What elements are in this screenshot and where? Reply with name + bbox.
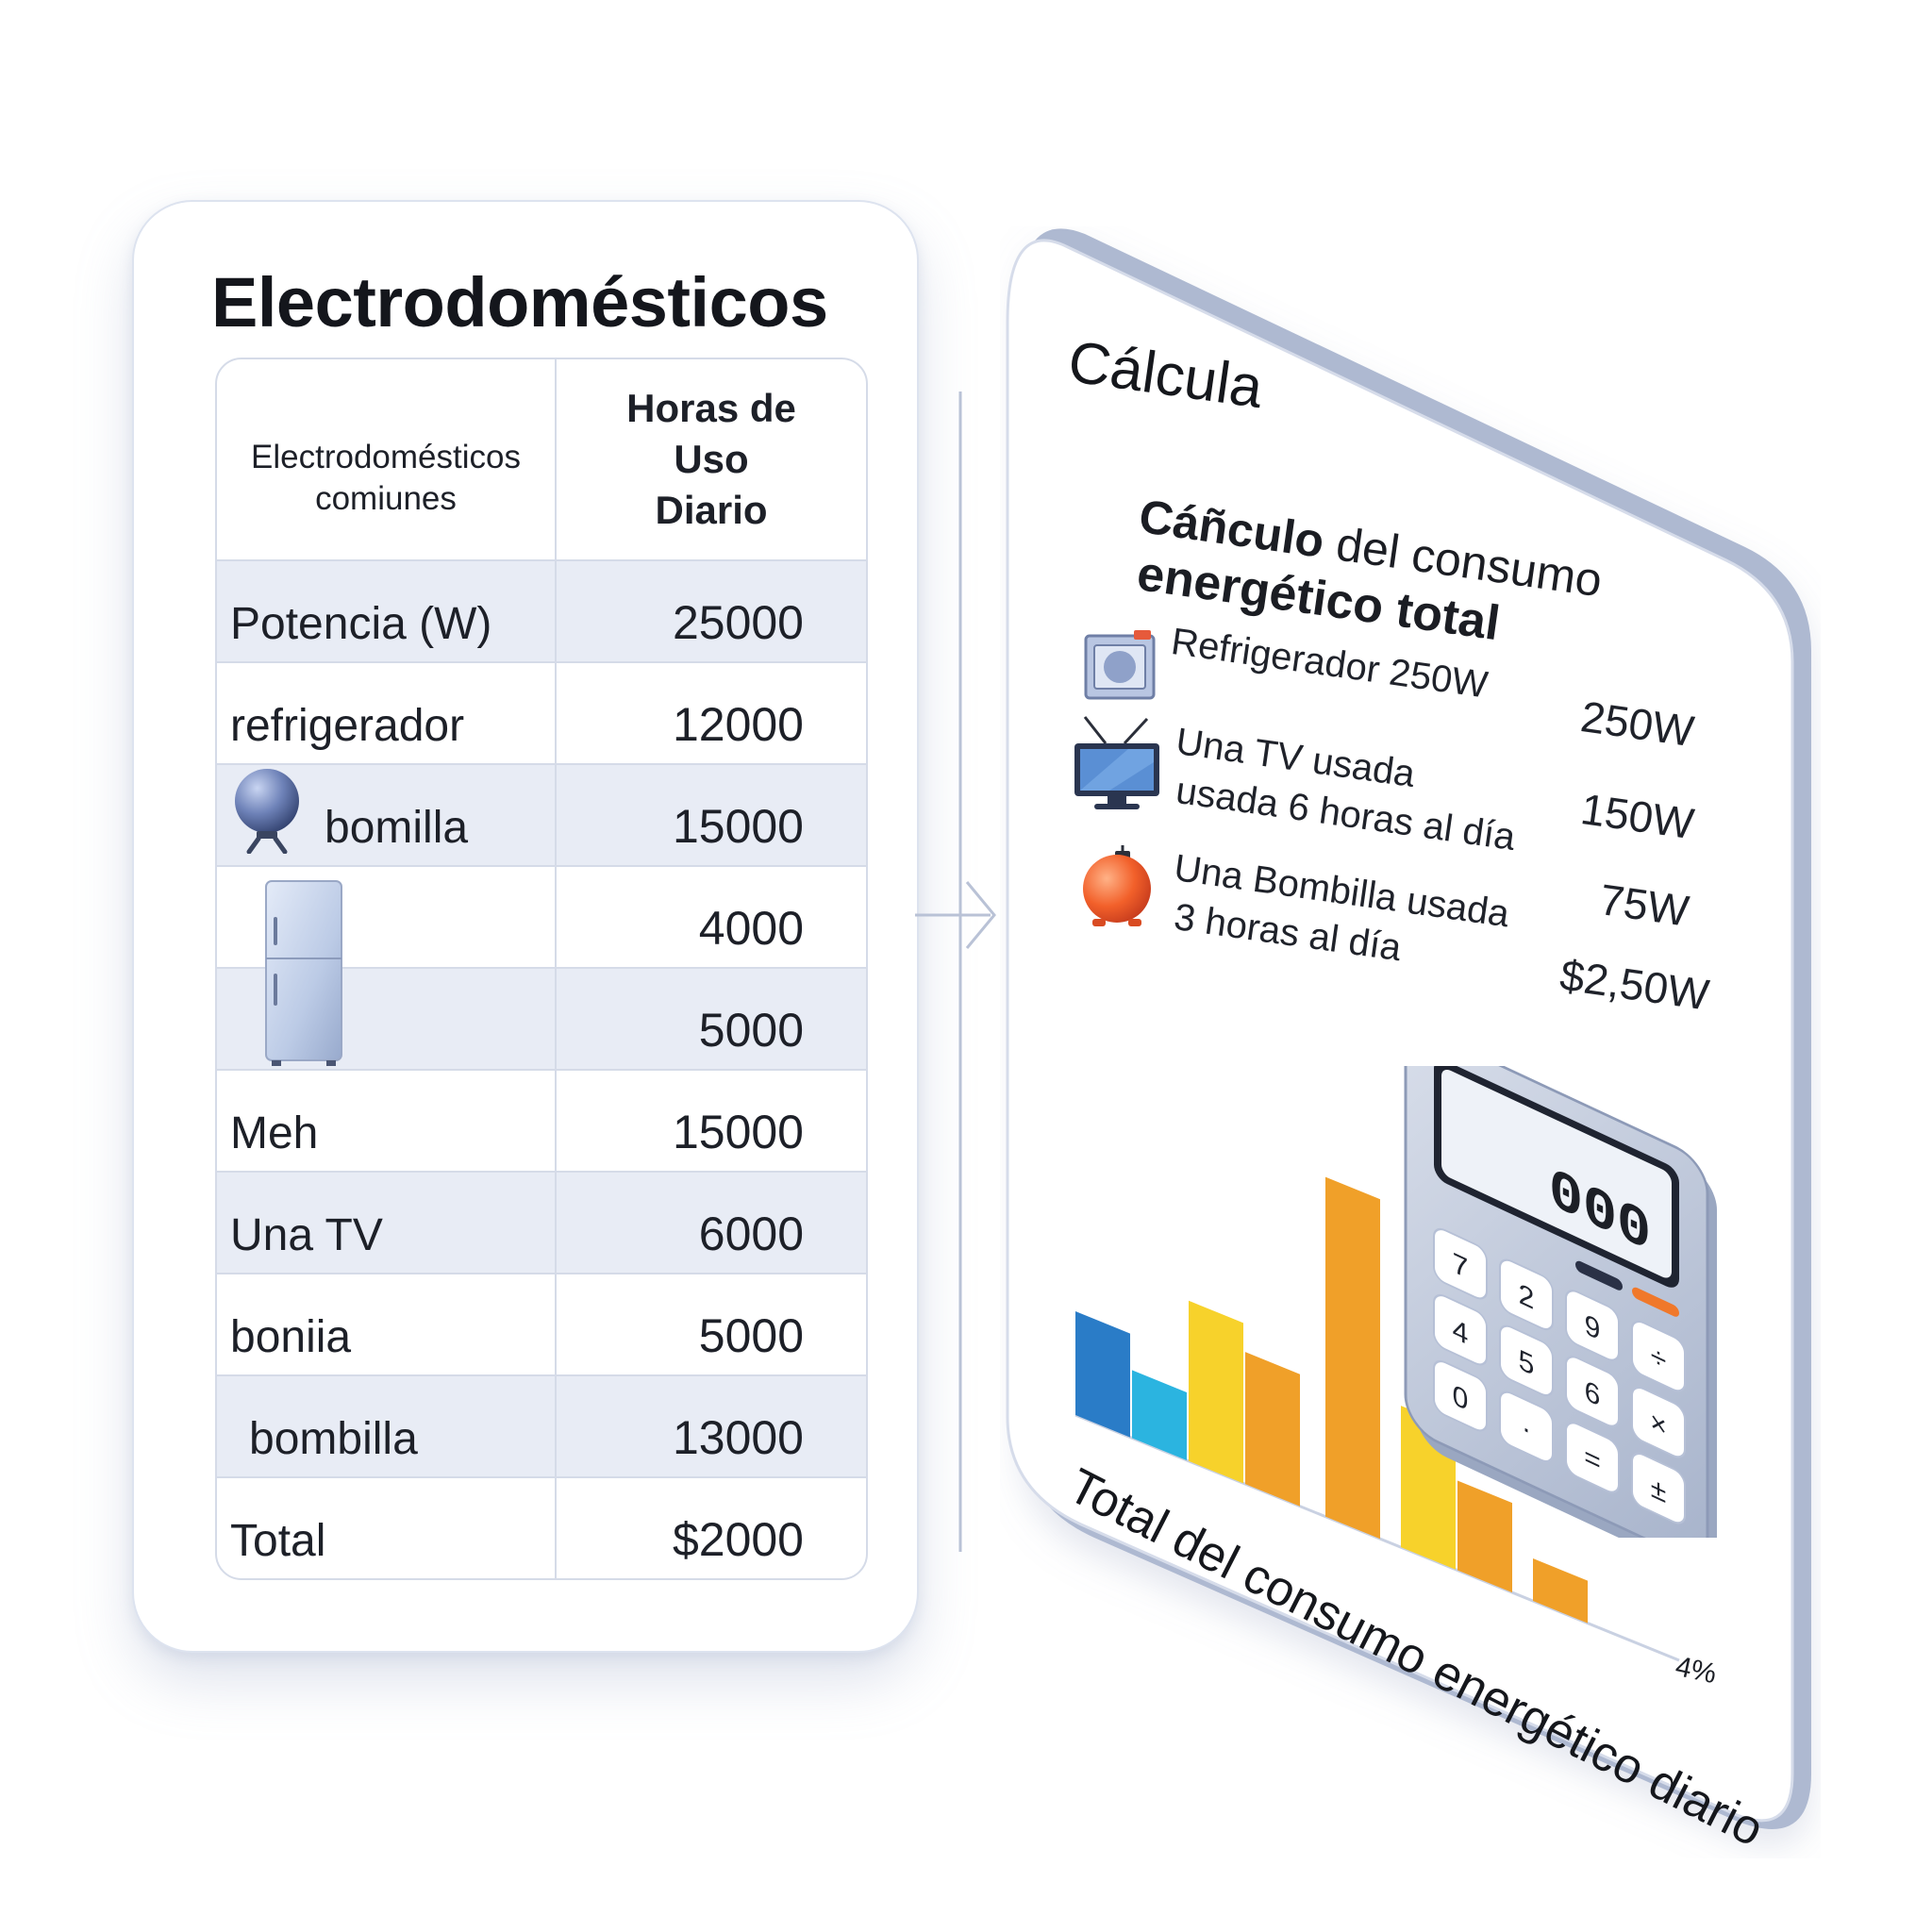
chart-bar	[1132, 1370, 1187, 1460]
flow-connector	[915, 391, 996, 1552]
calculator-key	[1499, 1391, 1554, 1463]
table-row: bomilla 15000	[217, 763, 866, 865]
calculator-key-label: 7	[1453, 1245, 1469, 1285]
item-value: 75W	[1596, 874, 1692, 936]
bulb-icon	[235, 769, 299, 854]
row-label: bomilla	[325, 803, 469, 853]
chart-bar	[1075, 1311, 1130, 1438]
calculator-key	[1565, 1290, 1620, 1361]
calculator-key-label: ±	[1651, 1470, 1666, 1509]
header-hours-line2: Uso	[674, 437, 749, 481]
refrigerator-icon	[1084, 630, 1156, 700]
row-label	[217, 867, 557, 967]
row-label-with-icon: bomilla	[217, 765, 557, 865]
item-value: 150W	[1577, 783, 1697, 849]
row-value: 25000	[672, 596, 804, 649]
calculator-key	[1433, 1227, 1488, 1300]
row-value: 12000	[672, 698, 804, 751]
chart-bar	[1189, 1300, 1243, 1484]
chart-bar	[1245, 1352, 1300, 1507]
table-row: 4000	[217, 865, 866, 967]
calculator-key	[1499, 1324, 1554, 1397]
table-row: boniia 5000	[217, 1273, 866, 1374]
calculator-key	[1631, 1386, 1686, 1458]
calculator-key-label: 9	[1585, 1307, 1601, 1347]
table-row: Potencia (W) 25000	[217, 559, 866, 661]
header-appliances: Electrodomésticos comiunes	[217, 359, 557, 559]
calculator-key	[1433, 1293, 1488, 1366]
appliance-table-card: Electrodomésticos Electrodomésticos comi…	[132, 200, 919, 1653]
bulb-icon	[1083, 845, 1151, 926]
calculator-key-label: ·	[1522, 1409, 1531, 1446]
row-label: bombilla	[217, 1376, 557, 1476]
calculator-key-label: ÷	[1651, 1338, 1666, 1377]
row-label: refrigerador	[217, 663, 557, 763]
footer-percent: 4%	[1673, 1651, 1720, 1690]
calculator-key	[1565, 1356, 1620, 1427]
calculator-key-label: 0	[1453, 1377, 1469, 1417]
appliance-table: Electrodomésticos comiunes Horas de Uso …	[215, 358, 868, 1580]
calculator-key	[1499, 1258, 1554, 1331]
row-label: Total	[217, 1478, 557, 1578]
row-label	[217, 969, 557, 1069]
row-label: Potencia (W)	[217, 561, 557, 661]
table-row: refrigerador 12000	[217, 661, 866, 763]
row-label: Una TV	[217, 1173, 557, 1273]
card-title: Electrodomésticos	[211, 263, 828, 341]
calculator-key-label: 5	[1519, 1342, 1535, 1382]
row-value: 15000	[672, 800, 804, 853]
panel-title: Cálcula	[1064, 328, 1267, 422]
row-value: 5000	[698, 1004, 804, 1057]
calculator-key	[1631, 1452, 1686, 1524]
calculator-key-label: ×	[1650, 1404, 1667, 1443]
calculator-key	[1433, 1359, 1488, 1432]
calculator-key-label: 6	[1585, 1374, 1601, 1413]
chart-bar	[1533, 1558, 1588, 1624]
table-row-total: Total $2000	[217, 1476, 866, 1578]
chart-bar	[1325, 1176, 1380, 1540]
header-daily-hours: Horas de Uso Diario	[557, 359, 866, 559]
row-value: $2000	[672, 1513, 804, 1566]
header-hours-line3: Diario	[655, 488, 768, 532]
table-row: Meh 15000	[217, 1069, 866, 1171]
footer-label: Total del consumo energético diario	[1059, 1457, 1773, 1857]
row-value: 13000	[672, 1411, 804, 1464]
chart-bar	[1457, 1480, 1512, 1593]
calculator-key-label: 2	[1519, 1276, 1535, 1316]
table-row: Una TV 6000	[217, 1171, 866, 1273]
refrigerator-icon	[265, 880, 342, 1066]
header-appliances-line1: Electrodomésticos	[251, 439, 521, 475]
row-label: boniia	[217, 1274, 557, 1374]
row-label: Meh	[217, 1071, 557, 1171]
consumption-bar-chart	[1074, 1176, 1680, 1662]
calculator-icon: 000 729÷456×0·=±	[1404, 1066, 1717, 1538]
total-value: $2,50W	[1557, 949, 1712, 1020]
calculator-key-label: 4	[1453, 1311, 1469, 1351]
tv-icon	[1074, 716, 1159, 809]
row-value: 4000	[698, 902, 804, 955]
calculator-key	[1565, 1422, 1620, 1493]
row-value: 15000	[672, 1106, 804, 1158]
item-value: 250W	[1577, 691, 1697, 757]
calculator-key	[1631, 1320, 1686, 1392]
table-row: bombilla 13000	[217, 1374, 866, 1476]
calculation-content: Cálcula Cáñculo del consumo energético t…	[1000, 226, 1821, 1858]
calculator-key-label: =	[1584, 1439, 1601, 1478]
row-value: 5000	[698, 1309, 804, 1362]
header-appliances-line2: comiunes	[315, 480, 457, 517]
header-hours-line1: Horas de	[626, 386, 796, 430]
table-header: Electrodomésticos comiunes Horas de Uso …	[217, 359, 866, 559]
row-value: 6000	[698, 1208, 804, 1260]
